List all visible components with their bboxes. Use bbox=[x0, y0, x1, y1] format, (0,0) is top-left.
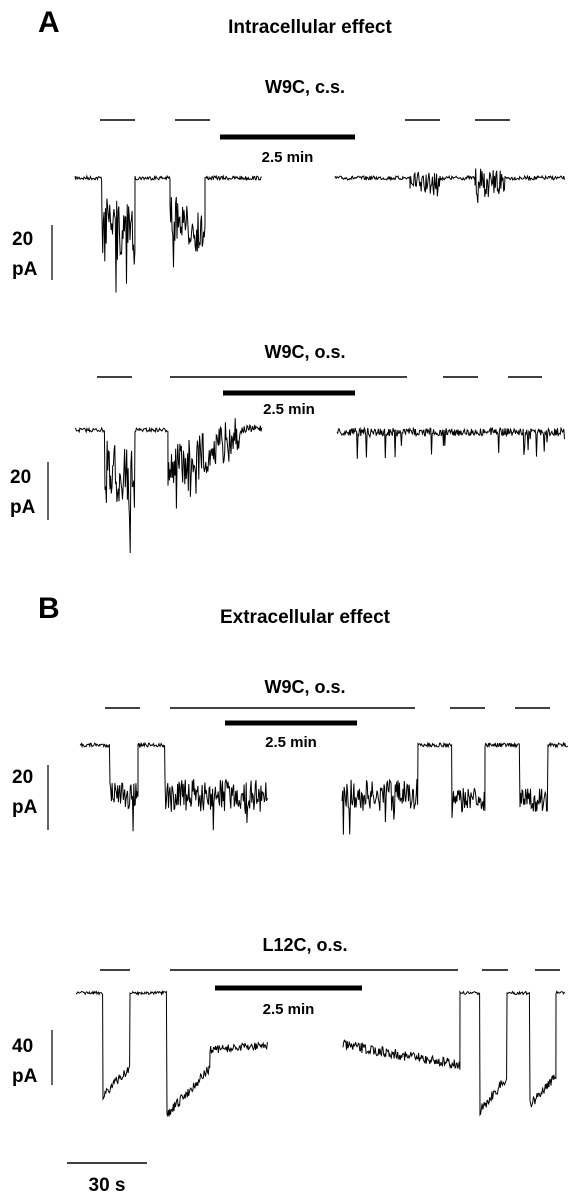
time-scale-label: 30 s bbox=[89, 1175, 126, 1196]
current-trace bbox=[336, 426, 565, 459]
current-trace bbox=[74, 418, 263, 554]
panel-title: Extracellular effect bbox=[220, 607, 391, 628]
current-trace bbox=[79, 741, 268, 832]
current-scale-value: 20 bbox=[12, 229, 33, 250]
current-scale-unit: pA bbox=[12, 797, 38, 818]
time-bar-label: 2.5 min bbox=[262, 149, 314, 166]
trace-name: W9C, c.s. bbox=[265, 77, 345, 97]
current-scale-value: 40 bbox=[12, 1036, 33, 1057]
panel-title: Intracellular effect bbox=[228, 17, 392, 38]
current-trace bbox=[341, 741, 569, 835]
time-bar-label: 2.5 min bbox=[263, 1001, 315, 1018]
current-scale-value: 20 bbox=[10, 467, 31, 488]
panel-label: A bbox=[38, 6, 60, 39]
time-bar-label: 2.5 min bbox=[263, 401, 315, 418]
current-trace bbox=[75, 989, 268, 1117]
panel-label: B bbox=[38, 592, 60, 625]
trace-name: W9C, o.s. bbox=[264, 342, 345, 362]
current-trace bbox=[334, 168, 565, 203]
trace-name: L12C, o.s. bbox=[262, 935, 347, 955]
current-scale-value: 20 bbox=[12, 767, 33, 788]
trace-name: W9C, o.s. bbox=[264, 677, 345, 697]
current-scale-unit: pA bbox=[12, 259, 38, 280]
current-trace bbox=[74, 174, 262, 293]
current-scale-unit: pA bbox=[12, 1066, 38, 1087]
current-scale-unit: pA bbox=[10, 497, 36, 518]
current-trace bbox=[342, 990, 565, 1117]
time-bar-label: 2.5 min bbox=[265, 734, 317, 751]
